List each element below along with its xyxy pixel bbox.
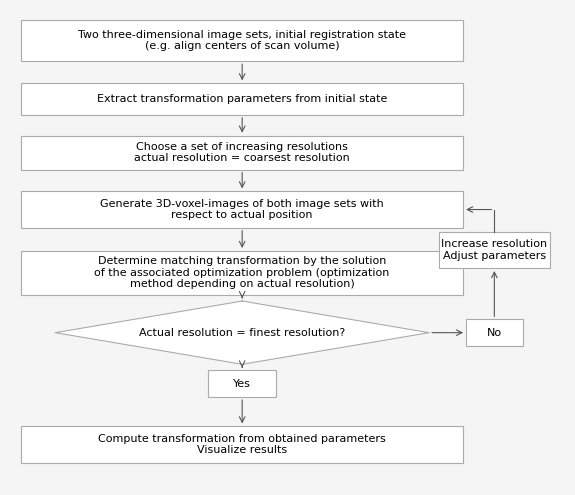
FancyBboxPatch shape: [208, 370, 276, 397]
Text: Determine matching transformation by the solution
of the associated optimization: Determine matching transformation by the…: [94, 256, 390, 290]
FancyBboxPatch shape: [439, 232, 550, 268]
Text: Yes: Yes: [233, 379, 251, 389]
Text: Actual resolution = finest resolution?: Actual resolution = finest resolution?: [139, 328, 346, 338]
FancyBboxPatch shape: [21, 136, 463, 170]
FancyBboxPatch shape: [21, 251, 463, 295]
FancyBboxPatch shape: [21, 83, 463, 115]
Text: Generate 3D-voxel-images of both image sets with
respect to actual position: Generate 3D-voxel-images of both image s…: [100, 198, 384, 220]
Text: Choose a set of increasing resolutions
actual resolution = coarsest resolution: Choose a set of increasing resolutions a…: [135, 142, 350, 163]
Text: Extract transformation parameters from initial state: Extract transformation parameters from i…: [97, 94, 388, 104]
FancyBboxPatch shape: [21, 20, 463, 61]
FancyBboxPatch shape: [21, 426, 463, 463]
FancyBboxPatch shape: [466, 319, 523, 346]
Text: Compute transformation from obtained parameters
Visualize results: Compute transformation from obtained par…: [98, 434, 386, 455]
Polygon shape: [55, 301, 429, 364]
Text: Two three-dimensional image sets, initial registration state
(e.g. align centers: Two three-dimensional image sets, initia…: [78, 30, 406, 51]
Text: No: No: [487, 328, 502, 338]
FancyBboxPatch shape: [21, 191, 463, 228]
Text: Increase resolution
Adjust parameters: Increase resolution Adjust parameters: [441, 239, 547, 261]
